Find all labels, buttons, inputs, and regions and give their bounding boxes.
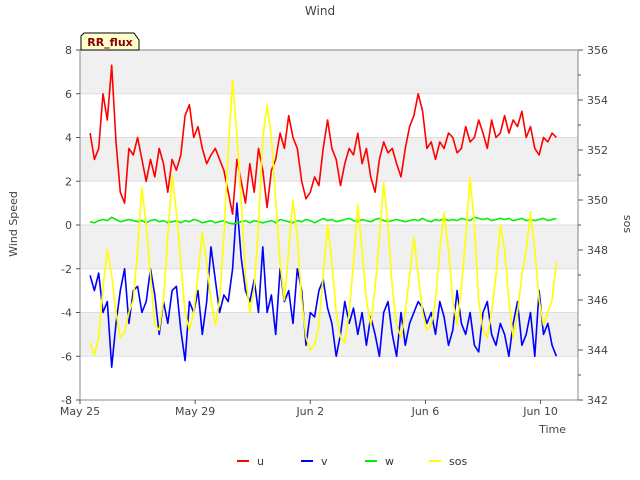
y2-tick-label: 342 — [587, 394, 608, 407]
y2-tick-label: 350 — [587, 194, 608, 207]
series-sos — [89, 79, 558, 356]
badge-box — [80, 32, 140, 51]
x-tick-label: Jun 10 — [522, 405, 558, 418]
y2-tick-label: 356 — [587, 44, 608, 57]
y-tick-label: 6 — [65, 88, 72, 101]
y2-tick-label: 354 — [587, 94, 608, 107]
y-tick-label: 2 — [65, 175, 72, 188]
y-axis-label: Wind Speed — [7, 191, 20, 257]
plot-bands — [80, 50, 578, 357]
y-tick-label: -4 — [61, 307, 72, 320]
y2-tick-label: 346 — [587, 294, 608, 307]
x-tick-label: Jun 2 — [295, 405, 324, 418]
y2-tick-label: 348 — [587, 244, 608, 257]
x-tick-label: May 29 — [175, 405, 215, 418]
badge-label: RR_flux — [87, 36, 133, 49]
y-tick-label: -2 — [61, 263, 72, 276]
y-tick-label: 8 — [65, 44, 72, 57]
y-tick-label: 0 — [65, 219, 72, 232]
badge: RR_flux — [80, 32, 140, 51]
legend: u v w sos — [237, 455, 467, 468]
y-tick-label: -6 — [61, 350, 72, 363]
x-axis-ticks: May 25 May 29 Jun 2 Jun 6 Jun 10 — [60, 400, 558, 418]
y-tick-label: 4 — [65, 132, 72, 145]
legend-label-sos: sos — [449, 455, 467, 468]
legend-label-w: w — [385, 455, 394, 468]
y2-axis-label: sos — [621, 215, 634, 233]
x-axis-label: Time — [538, 423, 566, 436]
y-axis-ticks: -8 -6 -4 -2 0 2 4 6 8 — [61, 44, 80, 407]
series-lines — [89, 64, 558, 369]
y2-tick-label: 352 — [587, 144, 608, 157]
series-u — [89, 64, 557, 215]
x-tick-label: Jun 6 — [411, 405, 440, 418]
y2-tick-label: 344 — [587, 344, 608, 357]
x-tick-label: May 25 — [60, 405, 100, 418]
y2-axis-ticks: 342 344 346 348 350 352 354 356 — [578, 44, 608, 407]
chart-title: Wind — [305, 4, 335, 18]
plot-band — [80, 50, 578, 94]
plot-band — [80, 312, 578, 357]
legend-label-u: u — [257, 455, 264, 468]
series-w — [89, 216, 557, 225]
legend-label-v: v — [321, 455, 328, 468]
y-tick-label: -8 — [61, 394, 72, 407]
